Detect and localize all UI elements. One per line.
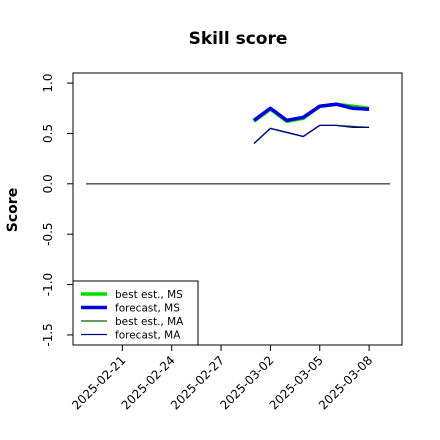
- series-line: [252, 102, 370, 123]
- y-axis-label: Score: [5, 188, 21, 232]
- y-tick-label: 0.5: [41, 124, 55, 143]
- y-tick-label: -1.0: [41, 273, 55, 296]
- y-tick-label: -0.5: [41, 222, 55, 245]
- y-tick-label: -1.5: [41, 323, 55, 346]
- y-tick-label: 0.0: [41, 174, 55, 193]
- x-tick-label: 2025-03-08: [316, 353, 375, 412]
- legend-label: forecast, MS: [115, 303, 180, 315]
- chart-title: Skill score: [189, 29, 288, 49]
- series-line: [253, 124, 370, 144]
- legend-label: best est., MS: [115, 289, 183, 301]
- legend-label: forecast, MA: [115, 330, 181, 342]
- legend-label: best est., MA: [115, 316, 184, 328]
- y-tick-label: 1.0: [41, 74, 55, 93]
- plot-frame: [72, 72, 403, 346]
